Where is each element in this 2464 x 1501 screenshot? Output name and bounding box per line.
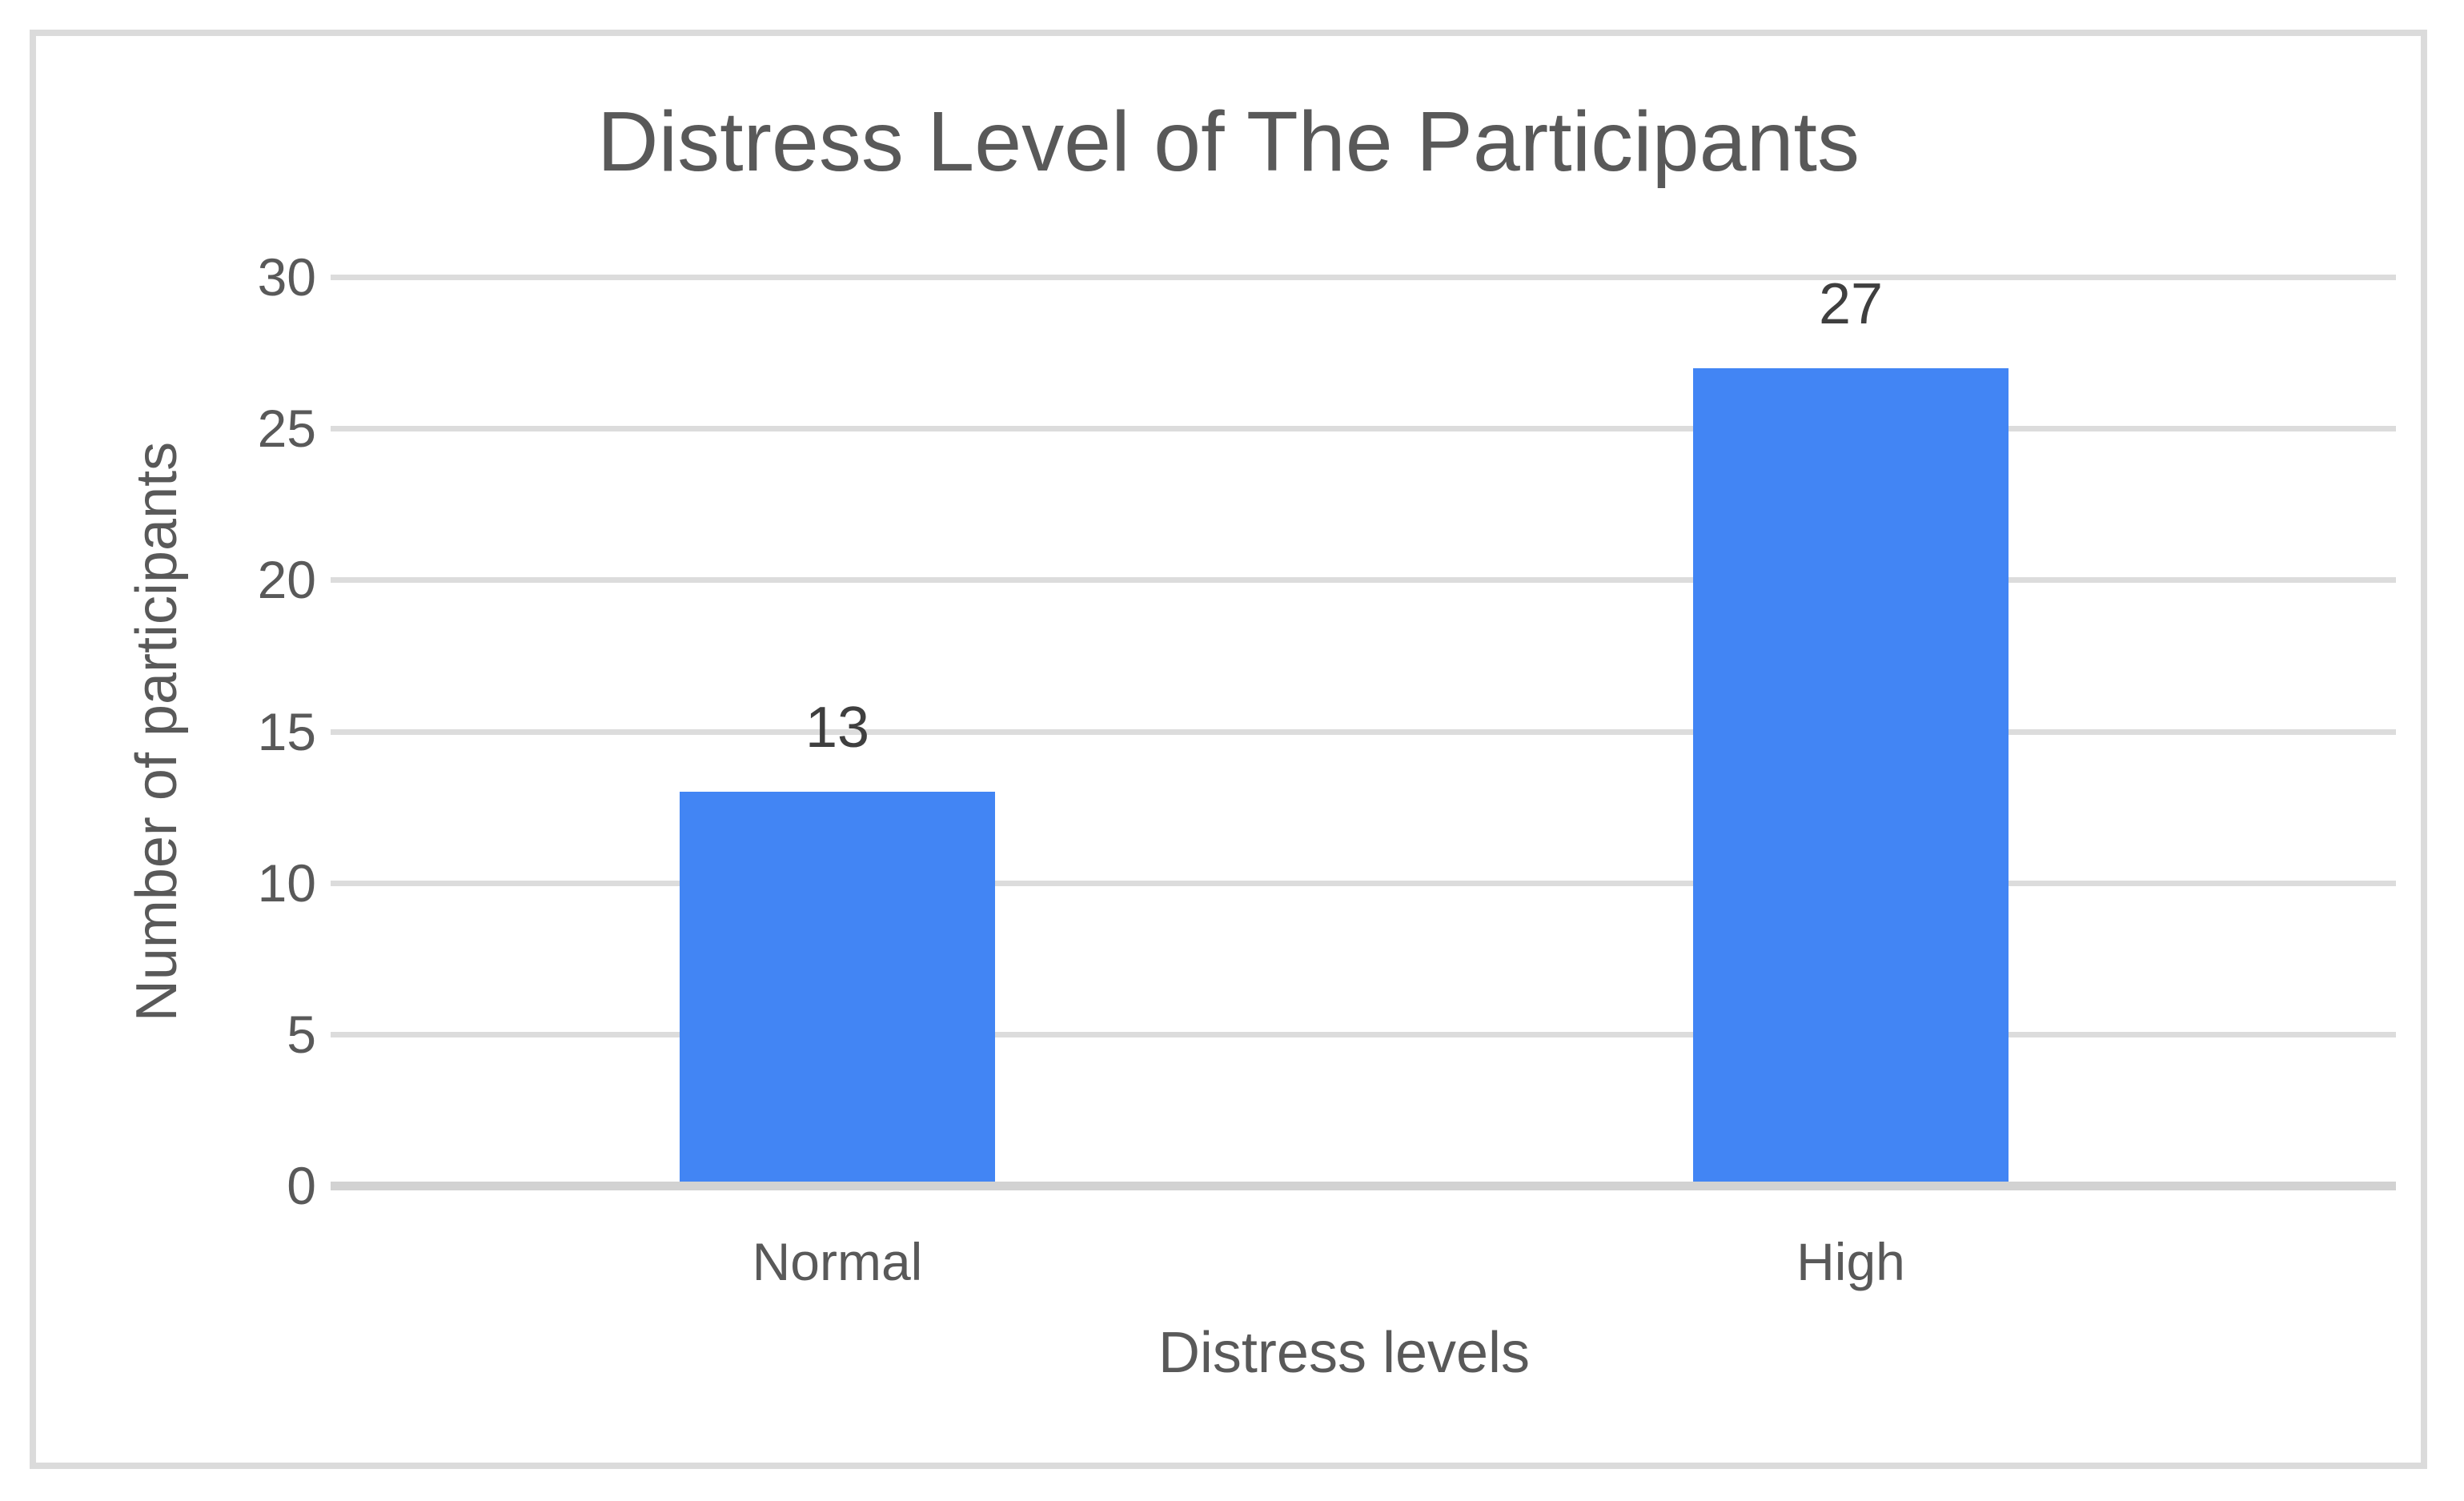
chart-title: Distress Level of The Participants bbox=[597, 94, 1860, 189]
y-tick-label: 20 bbox=[257, 550, 316, 610]
x-axis-line bbox=[331, 1182, 2396, 1190]
data-label: 27 bbox=[1818, 271, 1884, 336]
x-category-label: Normal bbox=[752, 1232, 923, 1291]
gridline bbox=[331, 880, 2396, 886]
gridline bbox=[331, 426, 2396, 432]
y-tick-label: 25 bbox=[257, 399, 316, 459]
x-axis-title: Distress levels bbox=[1158, 1321, 1531, 1385]
y-tick-label: 5 bbox=[287, 1004, 316, 1064]
bar-normal bbox=[680, 792, 995, 1182]
y-tick-label: 0 bbox=[287, 1156, 316, 1215]
x-category-label: High bbox=[1796, 1232, 1905, 1291]
y-tick-label: 30 bbox=[257, 247, 316, 307]
gridline bbox=[331, 728, 2396, 735]
chart-border-frame bbox=[30, 30, 2427, 1469]
y-tick-label: 10 bbox=[257, 853, 316, 913]
bar-high bbox=[1693, 367, 2009, 1182]
gridline bbox=[331, 1031, 2396, 1037]
gridline bbox=[331, 577, 2396, 584]
y-tick-label: 15 bbox=[257, 701, 316, 761]
data-label: 13 bbox=[805, 696, 870, 761]
gridline bbox=[331, 275, 2396, 281]
